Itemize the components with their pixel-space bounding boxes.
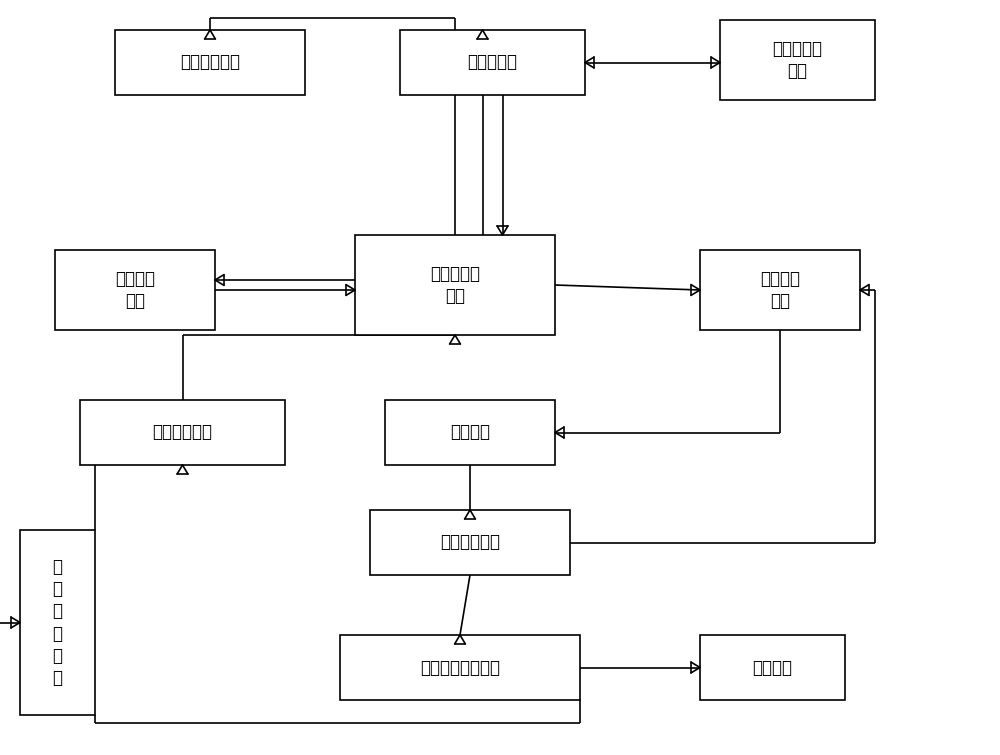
Text: 压力检测单元: 压力检测单元 (152, 424, 212, 442)
Text: 伺服系统
单元: 伺服系统 单元 (115, 270, 155, 310)
Text: 压缩空气存储单元: 压缩空气存储单元 (420, 658, 500, 676)
Text: 人机交互单元: 人机交互单元 (180, 54, 240, 72)
Bar (55, 250, 215, 330)
Bar (700, 635, 845, 700)
Text: 空气压缩系统: 空气压缩系统 (440, 534, 500, 551)
Bar (385, 400, 555, 465)
Bar (400, 30, 585, 95)
Text: 中央处理器
单元: 中央处理器 单元 (430, 265, 480, 305)
Bar (20, 530, 95, 715)
Text: 散
热
系
统
单
元: 散 热 系 统 单 元 (52, 558, 62, 687)
Text: 伺服电机: 伺服电机 (450, 424, 490, 442)
Text: 物联网单元: 物联网单元 (468, 54, 518, 72)
Bar (340, 635, 580, 700)
Bar (115, 30, 305, 95)
Text: 伺服驱动
单元: 伺服驱动 单元 (760, 270, 800, 310)
Bar (370, 510, 570, 575)
Bar (700, 250, 860, 330)
Bar (80, 400, 285, 465)
Text: 远程服务器
单元: 远程服务器 单元 (772, 40, 822, 80)
Bar (355, 235, 555, 335)
Bar (720, 20, 875, 100)
Text: 供气系统: 供气系统 (753, 658, 792, 676)
